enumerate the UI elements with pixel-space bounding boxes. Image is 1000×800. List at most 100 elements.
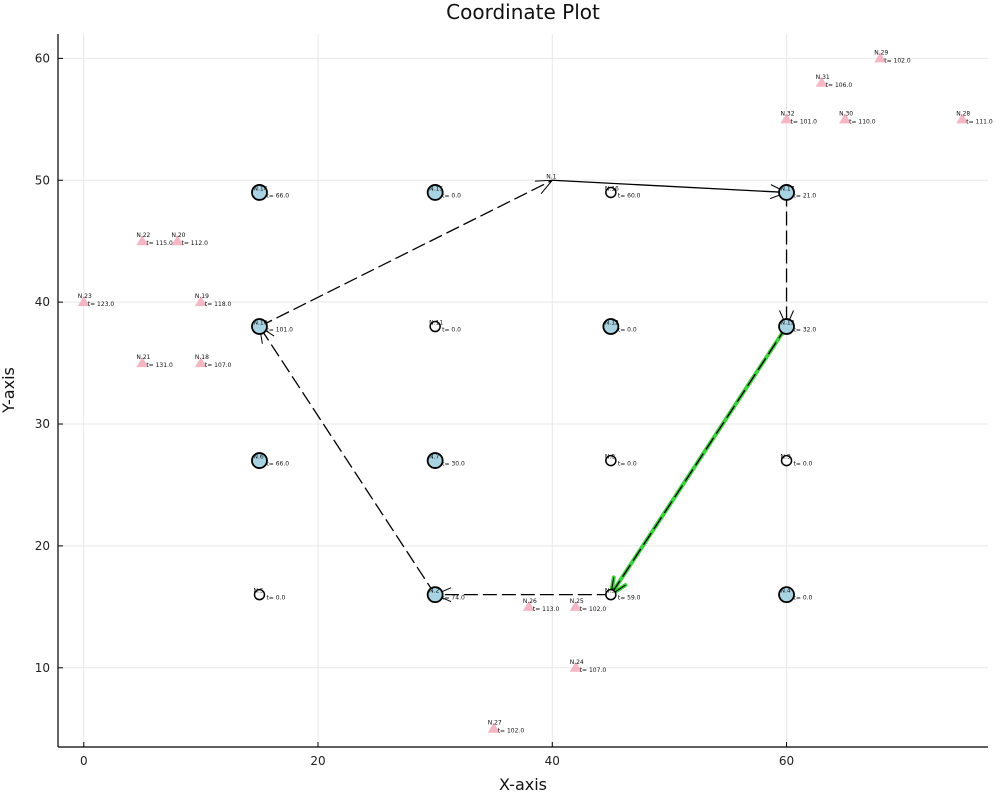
triangle-node: N.28t= 111.0: [956, 110, 993, 125]
chart-title: Coordinate Plot: [446, 0, 600, 24]
circle-node: N.1: [546, 173, 556, 180]
node-label: N.14: [253, 185, 267, 192]
circle-node: N.6t= 66.0: [251, 452, 289, 469]
node-label: N.18: [195, 354, 209, 361]
node-label: N.27: [488, 720, 502, 727]
node-time-label: t= 101.0: [791, 118, 818, 125]
node-marker-large: [778, 586, 795, 604]
triangle-marker: [194, 357, 207, 368]
node-time-label: t= 115.0: [146, 240, 173, 247]
node-time-label: t= 106.0: [826, 82, 853, 89]
node-label: N.2: [429, 588, 439, 595]
triangle-marker: [77, 296, 90, 307]
circle-node: N.13t= 32.0: [778, 318, 817, 335]
node-marker-large: [251, 184, 268, 201]
triangle-marker: [815, 76, 828, 87]
circle-node: N.16t= 60.0: [605, 185, 641, 199]
node-time-label: t= 101.0: [266, 327, 293, 334]
node-marker-small: [605, 186, 617, 199]
node-label: N.21: [136, 354, 150, 361]
node-time-label: t= 123.0: [88, 301, 115, 308]
axes: [57, 34, 988, 748]
route-edges: [258, 179, 794, 603]
node-time-label: t= 66.0: [266, 461, 289, 468]
route-edge: [259, 179, 554, 328]
node-marker-large: [251, 452, 268, 469]
circle-node: N.9t= 0.0: [781, 454, 813, 468]
route-edge: [552, 179, 788, 200]
arrowhead: [534, 179, 554, 194]
y-tick-label: 10: [35, 661, 50, 675]
node-label: N.17: [781, 185, 795, 192]
highlight-edge: [608, 324, 789, 599]
node-label: N.11: [429, 320, 443, 327]
triangle-marker: [136, 235, 149, 246]
node-time-label: t= 102.0: [498, 728, 525, 735]
node-label: N.15: [429, 185, 443, 192]
edge-line: [258, 326, 436, 596]
node-time-label: t= 0.0: [442, 192, 461, 199]
node-time-label: t= 131.0: [146, 362, 173, 369]
node-label: N.7: [429, 454, 439, 461]
triangle-marker: [569, 600, 582, 611]
node-time-label: t= 118.0: [205, 301, 232, 308]
node-time-label: t= 112.0: [181, 240, 208, 247]
node-time-label: t= 0.0: [618, 461, 637, 468]
node-time-label: t= 110.0: [849, 118, 876, 125]
circle-node: N.15t= 0.0: [426, 184, 461, 201]
node-label: N.26: [523, 598, 537, 605]
edge-line: [552, 179, 787, 194]
node-label: N.19: [195, 293, 209, 300]
node-marker-small: [605, 454, 617, 467]
node-marker-large: [426, 184, 444, 201]
triangle-node: N.26t= 113.0: [522, 598, 560, 613]
triangle-node: N.20t= 112.0: [171, 232, 208, 247]
node-label: N.25: [570, 598, 584, 605]
node-label: N.6: [253, 454, 263, 461]
circle-node: N.2t= 74.0: [426, 586, 465, 604]
node-time-label: t= 74.0: [442, 595, 465, 602]
node-label: N.22: [136, 232, 150, 239]
triangle-marker: [569, 661, 582, 672]
circle-node: N.10t= 101.0: [251, 318, 293, 335]
node-marker-large: [778, 318, 795, 335]
node-marker-large: [426, 452, 444, 469]
node-time-label: t= 111.0: [966, 118, 993, 125]
node-time-label: t= 32.0: [794, 327, 817, 334]
y-ticks: 10 20 30 40 50 60: [35, 51, 63, 675]
x-tick-label: 20: [310, 754, 325, 768]
triangle-node: N.25t= 102.0: [569, 598, 606, 613]
node-marker-large: [426, 586, 444, 604]
x-tick-label: 0: [80, 754, 88, 768]
circle-node: N.12t= 0.0: [602, 318, 637, 335]
node-label: N.31: [816, 74, 830, 81]
x-tick-label: 60: [779, 754, 794, 768]
node-label: N.12: [605, 320, 619, 327]
triangle-node: N.30t= 110.0: [839, 110, 876, 125]
edge-line: [610, 326, 788, 596]
y-axis-label: Y-axis: [0, 367, 18, 414]
node-label: N.13: [781, 320, 795, 327]
circle-node: N.7t= 30.0: [426, 452, 465, 469]
node-label: N.29: [874, 49, 888, 56]
node-time-label: t= 0.0: [266, 595, 285, 602]
triangle-node: N.29t= 102.0: [874, 49, 911, 64]
node-label: N.1: [546, 173, 556, 180]
circle-node: N.14t= 66.0: [251, 184, 289, 201]
circle-node: N.17t= 21.0: [778, 184, 816, 201]
triangle-marker: [874, 52, 887, 63]
triangle-node: N.21t= 131.0: [136, 354, 173, 369]
node-marker-small: [780, 454, 793, 467]
node-time-label: t= 30.0: [442, 461, 465, 468]
node-label: N.5: [253, 588, 263, 595]
nodes: N.1N.2t= 74.0N.3t= 59.0N.4t= 0.0N.5t= 0.…: [77, 49, 993, 735]
node-label: N.23: [78, 293, 92, 300]
triangle-node: N.31t= 106.0: [815, 74, 853, 89]
y-tick-label: 50: [35, 173, 50, 187]
node-time-label: t= 0.0: [794, 595, 813, 602]
node-time-label: t= 0.0: [442, 327, 461, 334]
node-label: N.32: [781, 110, 795, 117]
circle-node: N.4t= 0.0: [778, 586, 813, 604]
node-marker-small: [605, 588, 617, 601]
